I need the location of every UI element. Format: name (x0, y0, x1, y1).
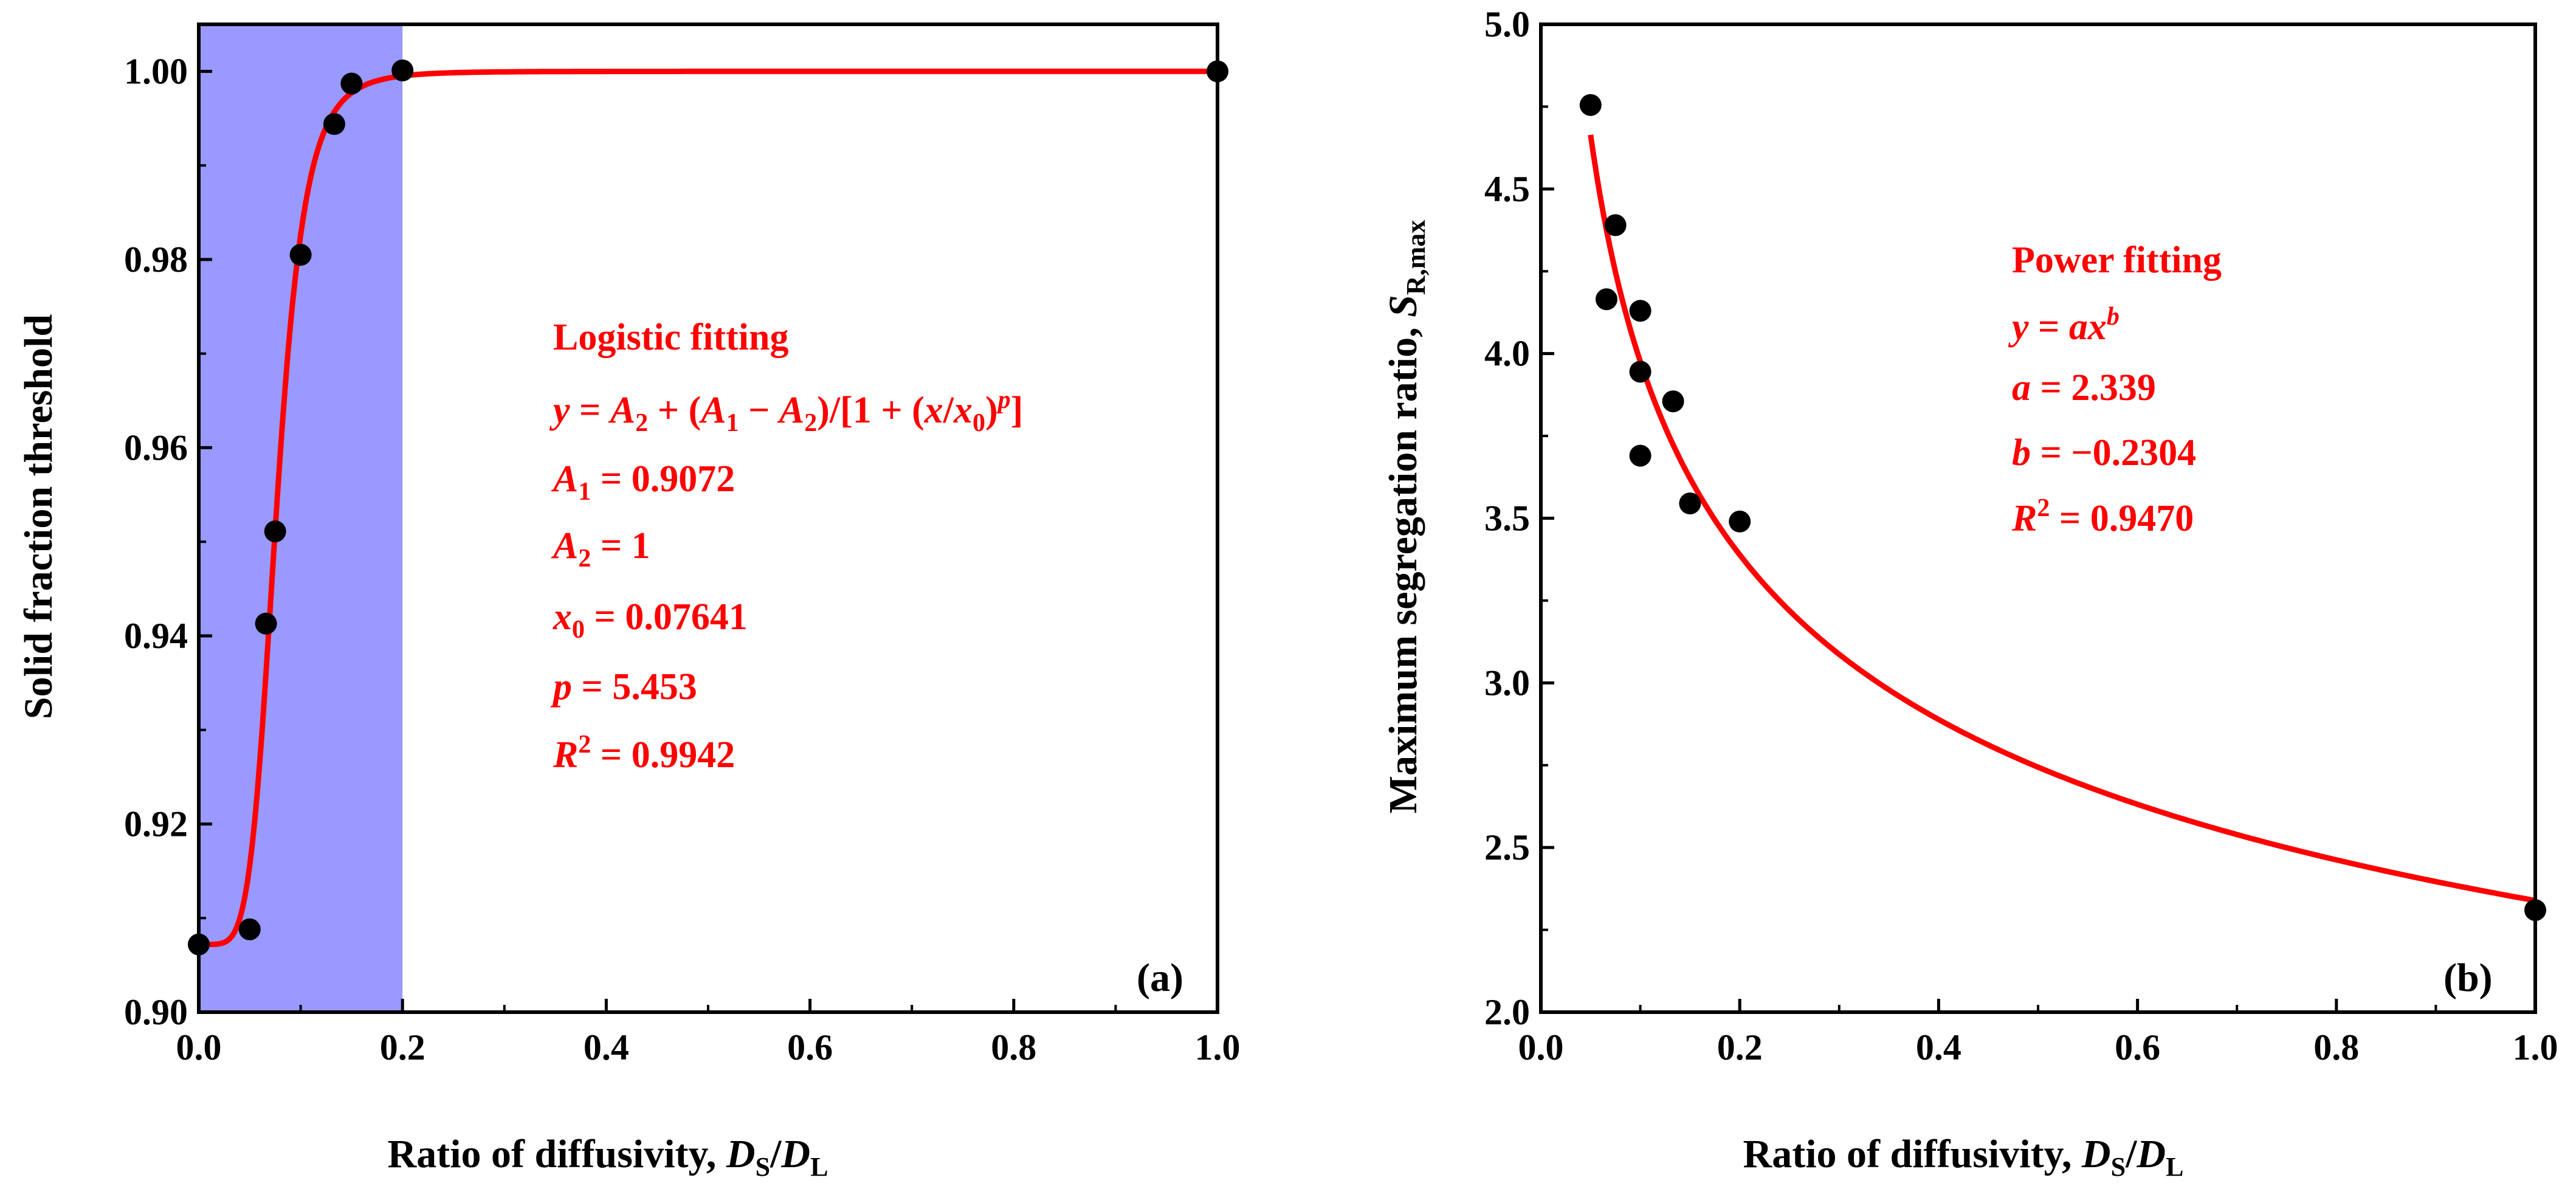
x-tick-label: 0.4 (584, 1027, 629, 1067)
panel-a-fit-x0: x0 = 0.07641 (553, 596, 748, 644)
panel-a-fit-A1: A1 = 0.9072 (551, 458, 735, 506)
data-point (1679, 492, 1701, 515)
data-point (1604, 214, 1627, 236)
y-tick-label: 4.0 (1484, 334, 1530, 374)
y-tick-label: 0.98 (124, 240, 188, 280)
panel-a-fit-annotation: Logistic fitting y = A2 + (A1 − A2)/[1 +… (549, 317, 1023, 776)
data-point (1662, 390, 1684, 413)
panel-a-fit-title: Logistic fitting (553, 317, 788, 358)
x-tick-label: 0.0 (1518, 1027, 1564, 1067)
panel-a: 0.0 0.2 0.4 0.6 0.8 1.0 0.90 0.92 0.94 0.96 0.98 1.… (16, 22, 1241, 1182)
x-tick-label: 1.0 (1195, 1027, 1241, 1067)
y-tick-label: 2.0 (1484, 992, 1530, 1032)
y-tick-label: 0.96 (124, 427, 188, 467)
data-point (238, 918, 261, 940)
panel-a-xlabel: Ratio of diffusivity, DS/DL (388, 1132, 828, 1182)
x-tick-label: 1.0 (2513, 1027, 2558, 1067)
data-point (1629, 360, 1651, 383)
y-tick-label: 0.90 (124, 992, 188, 1032)
y-tick-label: 3.0 (1484, 663, 1530, 703)
data-point (255, 612, 277, 635)
data-point (391, 59, 414, 81)
panel-a-label: (a) (1137, 956, 1183, 1000)
panel-b-fit-title: Power fitting (2012, 240, 2222, 281)
panel-b: 0.0 0.2 0.4 0.6 0.8 1.02.02.53.03.54.04.55.0 … (1381, 4, 2558, 1182)
panel-a-fit-curve (199, 68, 1217, 948)
panel-b-fit-curve (1588, 134, 2536, 903)
panel-b-label: (b) (2443, 956, 2493, 1000)
panel-a-frame (197, 22, 1219, 1014)
y-tick-label: 4.5 (1484, 169, 1530, 209)
panel-a-fit-p: p = 5.453 (550, 666, 697, 708)
data-point (1629, 300, 1651, 322)
data-point (1595, 288, 1617, 311)
panel-b-fit-b: b = −0.2304 (2012, 432, 2196, 474)
panel-a-ylabel: Solid fraction threshold (16, 314, 61, 719)
x-tick-label: 0.8 (2313, 1027, 2359, 1067)
panel-b-ylabel: Maximum segregation ratio, SR,max (1381, 220, 1431, 813)
data-point (289, 244, 312, 266)
x-tick-label: 0.2 (380, 1027, 425, 1067)
data-point (264, 520, 286, 543)
panel-b-fit-R2: R2 = 0.9470 (2011, 494, 2194, 539)
panel-b-fit-annotation: Power fitting y = axb a = 2.339 b = −0.2… (2008, 240, 2222, 539)
x-tick-label: 0.4 (1916, 1027, 1961, 1067)
panel-b-fit-a: a = 2.339 (2012, 367, 2156, 409)
data-point (1629, 444, 1651, 467)
data-point (1579, 94, 1602, 116)
panel-b-xlabel: Ratio of diffusivity, DS/DL (1743, 1132, 2184, 1182)
panel-a-fit-equation: y = A2 + (A1 − A2)/[1 + (x/x0)p] (549, 386, 1023, 437)
y-tick-label: 2.5 (1484, 827, 1530, 867)
x-tick-label: 0.6 (787, 1027, 833, 1067)
data-point (323, 113, 345, 136)
panel-b-fit-equation: y = axb (2008, 303, 2120, 348)
panel-b-frame (1539, 22, 2537, 1014)
x-tick-label: 0.6 (2115, 1027, 2160, 1067)
data-point (1729, 510, 1751, 533)
panel-a-fit-R2: R2 = 0.9942 (553, 731, 735, 776)
x-tick-label: 0.8 (991, 1027, 1036, 1067)
data-point (340, 72, 363, 95)
x-tick-label: 0.2 (1717, 1027, 1763, 1067)
panel-a-fit-A2: A2 = 1 (551, 525, 650, 573)
panel-b-ticks: 0.0 0.2 0.4 0.6 0.8 1.0 2.0 2.5 3.0 3.5 4.0 4.5 5.0 (1484, 4, 2558, 1067)
y-tick-label: 1.00 (124, 51, 188, 91)
y-tick-label: 0.94 (124, 616, 188, 656)
y-tick-label: 3.5 (1484, 498, 1530, 539)
y-tick-label: 5.0 (1484, 4, 1530, 44)
panel-a-shaded-region (199, 24, 403, 1012)
x-tick-label: 0.0 (176, 1027, 222, 1067)
panel-a-ticks: 0.0 0.2 0.4 0.6 0.8 1.0 0.90 0.92 0.94 0.96 0.98 1.… (124, 51, 1241, 1067)
y-tick-label: 0.92 (124, 804, 188, 844)
